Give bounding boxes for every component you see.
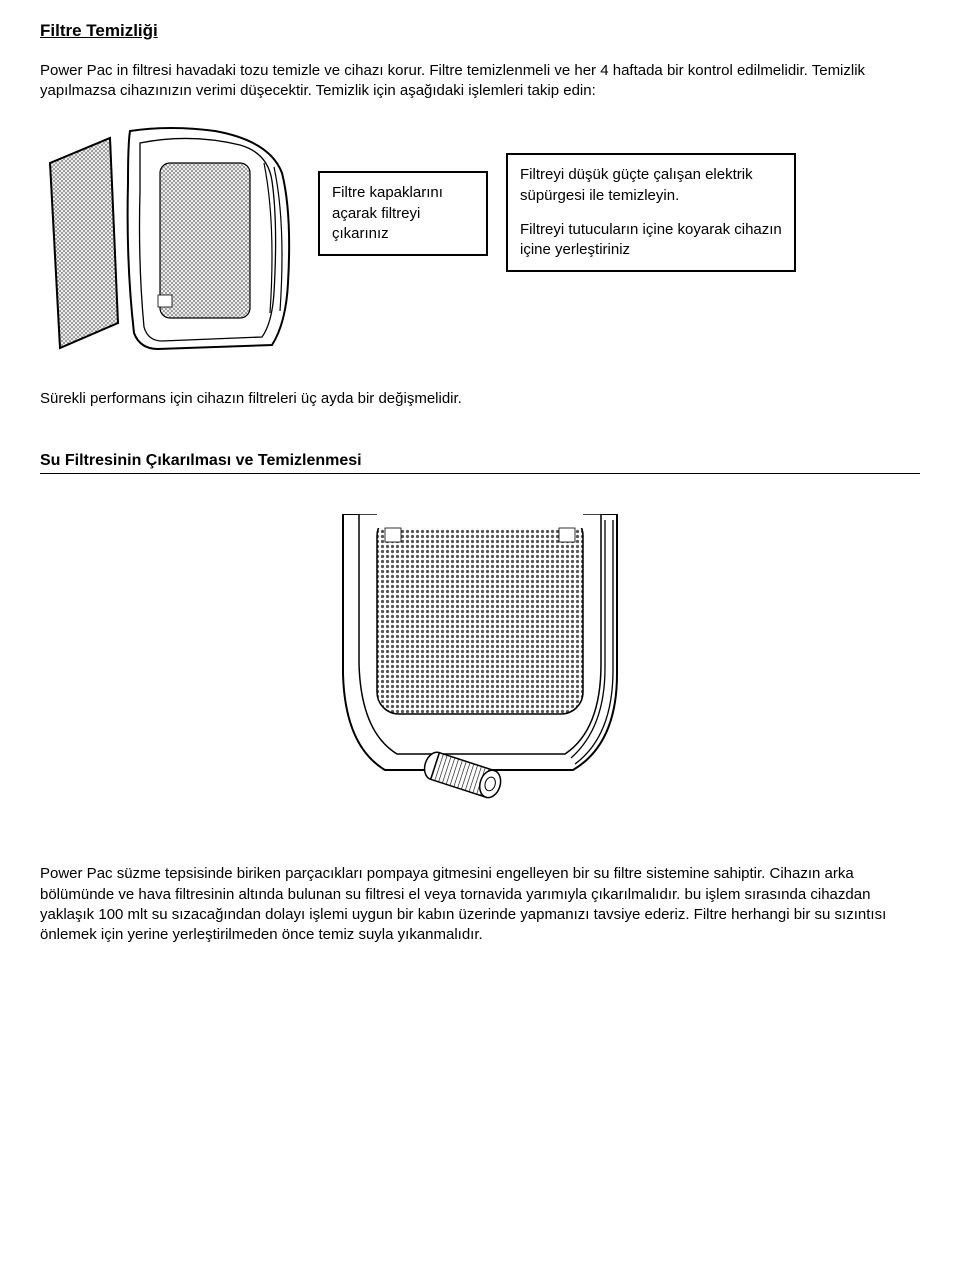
instruction-box-1: Filtre kapaklarını açarak filtreyi çıkar… [318,171,488,256]
water-filter-paragraph: Power Pac süzme tepsisinde biriken parça… [40,864,920,945]
instruction-box-2: Filtreyi düşük güçte çalışan elektrik sü… [506,153,796,272]
instruction-row: Filtre kapaklarını açarak filtreyi çıkar… [40,123,920,353]
instruction-box-2a: Filtreyi düşük güçte çalışan elektrik sü… [520,165,782,206]
filter-removal-diagram [40,123,300,353]
section-heading: Filtre Temizliği [40,20,920,43]
intro-paragraph: Power Pac in filtresi havadaki tozu temi… [40,61,920,102]
performance-note: Sürekli performans için cihazın filtrele… [40,389,920,409]
subsection-heading: Su Filtresinin Çıkarılması ve Temizlenme… [40,450,920,475]
instruction-box-2b: Filtreyi tutucuların içine koyarak cihaz… [520,220,782,261]
water-filter-diagram [315,514,645,814]
